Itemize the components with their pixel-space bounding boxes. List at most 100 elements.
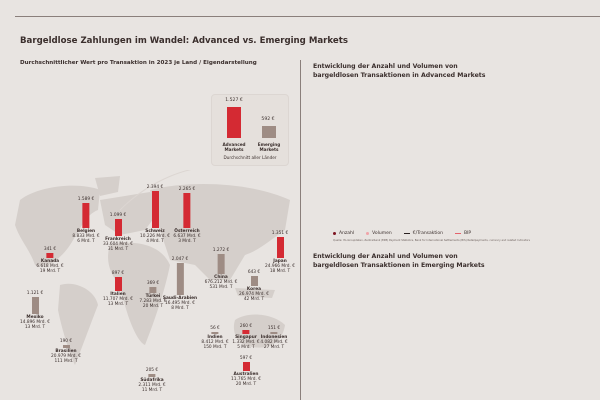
country-bar	[148, 373, 156, 377]
country-value: 2.047 €	[171, 257, 189, 263]
country-bar	[242, 361, 250, 371]
country-count: 19 Mrd. T	[39, 268, 61, 274]
emerging-chart-title: Entwicklung der Anzahl und Volumen von b…	[313, 253, 485, 269]
map-indonesia	[235, 288, 275, 298]
map-south-america	[58, 283, 98, 365]
decorative-arc	[119, 170, 192, 211]
country-volume: 8.833 Mrd. €	[72, 233, 100, 239]
country-name: Singapur	[235, 334, 257, 340]
country-volume: 6.637 Mrd. €	[173, 233, 201, 239]
advanced-chart: 0501001502002502012201320142015201620172…	[300, 85, 600, 230]
country-bar	[217, 254, 225, 274]
country-volume: 11.707 Mrd. €	[103, 296, 133, 302]
emerging-chart: 2004006008001.0001.2001.4001.6001.800	[300, 275, 600, 400]
country-kanada: 341 € Kanada 6.618 Mrd. € 19 Mrd. T	[36, 247, 63, 274]
country-volume: 4.082 Mrd. €	[260, 339, 288, 345]
country-indonesien: 151 € Indonesien 4.082 Mrd. € 27 Mrd. T	[260, 326, 287, 350]
legend-swatch	[403, 233, 410, 234]
legend-label: €/Transaktion	[412, 231, 444, 236]
country-name: Saudi-Arabien	[162, 295, 198, 301]
country-bar	[151, 190, 159, 228]
country-name: Mexiko	[26, 314, 44, 320]
emerging-average-value: 592 €	[261, 117, 275, 122]
country-volume: 33.604 Mrd. €	[103, 241, 133, 247]
country-value: 205 €	[145, 367, 159, 373]
advanced-average-value: 1.527 €	[225, 98, 243, 103]
country-bar	[250, 276, 258, 286]
legend-swatch	[333, 232, 336, 235]
page-subtitle: Durchschnittlicher Wert pro Transaktion …	[20, 60, 257, 66]
country-volume: 2.311 Mrd. €	[138, 382, 166, 388]
country-name: Türkei	[145, 293, 161, 299]
country-australien: 597 € Australien 11.765 Mrd. € 20 Mrd. T	[231, 356, 261, 387]
country-volume: 676.212 Mrd. €	[204, 279, 238, 285]
average-legend	[211, 94, 289, 166]
country-volume: 20.979 Mrd. €	[51, 353, 81, 359]
country-bar	[270, 331, 278, 334]
country-count: 13 Mrd. T	[107, 301, 129, 307]
country-value: 1.351 €	[271, 231, 289, 237]
country-count: 20 Mrd. T	[142, 303, 164, 309]
country-bar	[46, 252, 54, 258]
country-count: 3 Mrd. T	[178, 238, 196, 244]
country-name: Indien	[207, 335, 223, 340]
country-volume: 10.226 Mrd. €	[140, 233, 170, 239]
country-value: 341 €	[43, 246, 57, 252]
legend-label: BIP	[464, 231, 472, 236]
country-value: 1.272 €	[212, 248, 230, 254]
country-bar	[114, 277, 122, 291]
country-name: Österreich	[174, 228, 200, 234]
country-count: 111 Mrd. T	[54, 358, 78, 364]
map-north-america	[15, 185, 100, 267]
country-schweiz: 2.394 € Schweiz 10.226 Mrd. € 4 Mrd. T	[140, 185, 170, 244]
average-caption: Durchschnitt aller Länder	[223, 155, 277, 160]
country-count: 27 Mrd. T	[263, 344, 285, 350]
country-name: Südafrika	[140, 377, 164, 383]
country-value: 260 €	[239, 323, 253, 329]
country-name: Australien	[233, 371, 259, 377]
advanced-chart-legend: Anzahl Volumen €/Transaktion BIP	[333, 231, 471, 236]
country-count: 18 Mrd. T	[269, 268, 291, 274]
country-saudi-arabien: 2.047 € Saudi-Arabien 16.495 Mrd. € 8 Mr…	[163, 257, 197, 311]
country-österreich: 2.265 € Österreich 6.637 Mrd. € 3 Mrd. T	[173, 187, 200, 244]
legend-item: Anzahl	[333, 231, 354, 236]
country-value: 897 €	[111, 271, 125, 277]
country-name: Frankreich	[105, 236, 131, 242]
map-greenland	[95, 176, 120, 196]
country-count: 8 Mrd. T	[171, 305, 189, 311]
country-frankreich: 1.099 € Frankreich 33.604 Mrd. € 31 Mrd.…	[103, 213, 133, 252]
country-volume: 6.618 Mrd. €	[36, 263, 64, 269]
country-count: 531 Mrd. T	[209, 284, 233, 290]
legend-swatch	[366, 232, 370, 235]
country-value: 151 €	[267, 325, 281, 331]
country-türkei: 369 € Türkei 7.283 Mrd. € 20 Mrd. T	[139, 281, 166, 309]
country-count: 13 Mrd. T	[24, 324, 46, 330]
world-map	[15, 170, 290, 365]
country-südafrika: 205 € Südafrika 2.311 Mrd. € 11 Mrd. T	[138, 368, 165, 393]
country-name: Kanada	[40, 258, 60, 264]
country-value: 190 €	[59, 339, 73, 345]
country-volume: 11.765 Mrd. €	[231, 376, 261, 382]
country-count: 42 Mrd. T	[243, 296, 265, 302]
legend-swatch	[455, 233, 462, 234]
country-bar	[114, 218, 122, 236]
country-bar	[149, 287, 157, 293]
country-italien: 897 € Italien 11.707 Mrd. € 13 Mrd. T	[103, 271, 133, 307]
country-bar	[276, 237, 284, 258]
country-korea: 643 € Korea 26.974 Mrd. € 42 Mrd. T	[239, 270, 269, 302]
country-count: 5 Mrd. T	[237, 344, 255, 350]
country-volume: 1.332 Mrd. €	[232, 339, 260, 345]
country-brasilien: 190 € Brasilien 20.979 Mrd. € 111 Mrd. T	[51, 339, 81, 364]
legend-item: €/Transaktion	[403, 231, 444, 236]
country-japan: 1.351 € Japan 24.966 Mrd. € 18 Mrd. T	[265, 231, 295, 274]
country-value: 2.394 €	[146, 184, 164, 190]
country-bar	[31, 296, 39, 314]
country-bar	[242, 329, 250, 334]
emerging-average-bar	[262, 126, 276, 138]
legend-label: Volumen	[372, 231, 392, 236]
country-name: Indonesien	[260, 334, 288, 340]
legend-item: BIP	[455, 231, 471, 236]
country-value: 1.589 €	[77, 197, 95, 203]
country-count: 31 Mrd. T	[107, 246, 129, 252]
country-name: Italien	[110, 291, 126, 297]
